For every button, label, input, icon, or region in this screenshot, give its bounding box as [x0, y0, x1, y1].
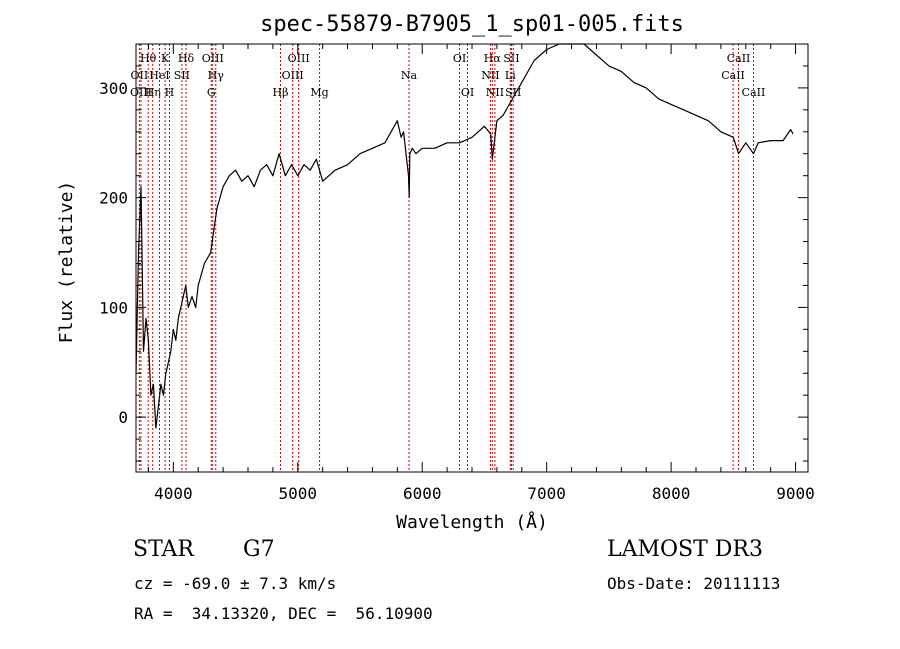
line-marker-label: SII — [503, 52, 519, 65]
y-axis-label: Flux (relative) — [56, 181, 77, 344]
line-marker-label: NII — [481, 69, 499, 82]
observation-date: Obs-Date: 20111113 — [607, 574, 781, 593]
x-tick-label: 8000 — [652, 484, 691, 503]
line-marker-label: OIII — [288, 52, 310, 65]
line-marker-label: G — [207, 86, 216, 99]
line-marker-label: Hγ — [208, 69, 225, 82]
flux-series-line — [135, 43, 794, 429]
object-subclass: G7 — [243, 537, 275, 562]
line-marker-label: CaII — [721, 69, 745, 82]
y-tick-label: 300 — [99, 79, 128, 98]
y-axis-ticks: 0 100 200 300 — [99, 43, 808, 462]
line-marker-label: K — [161, 52, 170, 65]
chart-title: spec-55879-B7905_1_sp01-005.fits — [260, 12, 684, 37]
plot-frame — [135, 43, 809, 473]
line-marker-label: H — [165, 86, 175, 99]
line-marker-label: Li — [505, 69, 516, 82]
line-marker-label: CaII — [727, 52, 751, 65]
y-tick-label: 0 — [118, 408, 128, 427]
line-marker-label: NII — [486, 86, 504, 99]
line-marker-label: OIII — [130, 86, 152, 99]
x-axis-ticks: 4000 5000 6000 7000 8000 9000 — [147, 44, 815, 503]
line-marker-label: OII — [131, 69, 149, 82]
x-tick-label: 9000 — [776, 484, 815, 503]
line-marker-label: Hη — [145, 86, 161, 99]
line-marker-label: Mg — [310, 86, 328, 99]
x-tick-label: 7000 — [527, 484, 566, 503]
line-marker-label: Hα — [484, 52, 502, 65]
line-marker-label: Na — [401, 69, 418, 82]
y-tick-label: 100 — [99, 298, 128, 317]
y-tick-label: 200 — [99, 189, 128, 208]
x-tick-label: 6000 — [403, 484, 442, 503]
line-marker-label: Hβ — [273, 86, 289, 99]
series-layer — [135, 43, 794, 429]
line-marker-label: CaII — [742, 86, 766, 99]
line-marker-label: SII — [174, 69, 190, 82]
line-marker-label: OI — [461, 86, 474, 99]
line-marker-label: HeI — [149, 69, 169, 82]
line-marker-label: Hθ — [140, 52, 157, 65]
coordinates: RA = 34.13320, DEC = 56.10900 — [134, 604, 433, 623]
line-marker-label: OIII — [282, 69, 304, 82]
line-marker-label: OIII — [202, 52, 224, 65]
x-axis-label: Wavelength (Å) — [396, 511, 548, 533]
survey-name: LAMOST DR3 — [607, 537, 763, 562]
x-tick-label: 5000 — [279, 484, 318, 503]
object-class: STAR — [133, 537, 194, 562]
redshift-cz: cz = -69.0 ± 7.3 km/s — [134, 574, 337, 593]
x-tick-label: 4000 — [154, 484, 193, 503]
line-marker-label: OI — [453, 52, 466, 65]
line-marker-label: Hδ — [178, 52, 195, 65]
